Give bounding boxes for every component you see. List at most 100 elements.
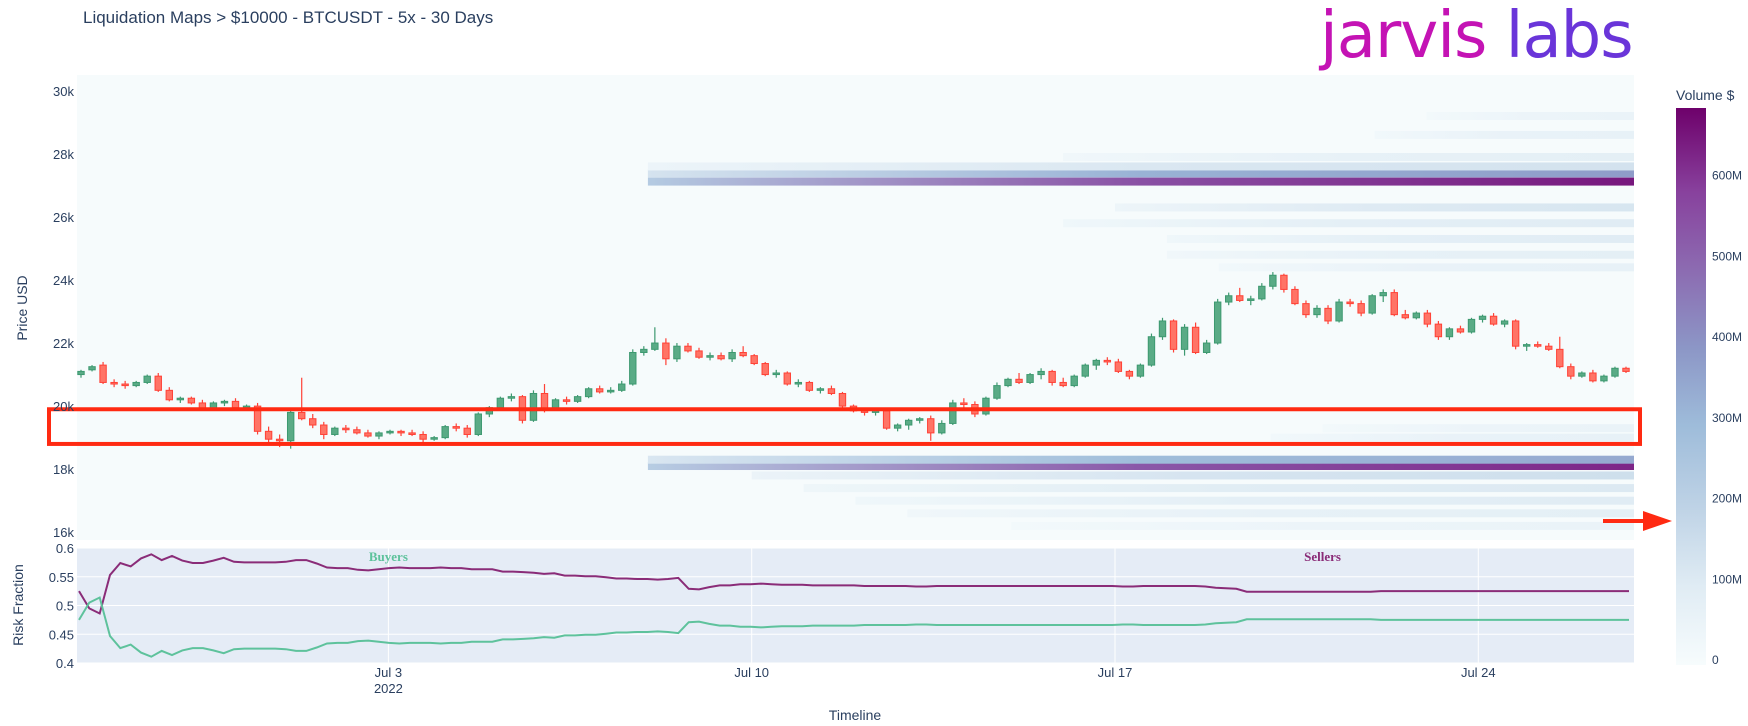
jarvis-labs-logo: jarvis labs <box>1320 0 1634 72</box>
candlestick <box>1269 272 1277 290</box>
candle-body <box>1103 359 1112 363</box>
candle-body <box>1191 326 1200 353</box>
candlestick <box>761 361 769 377</box>
liquidation-band <box>1063 219 1634 228</box>
candlestick <box>629 349 637 386</box>
candlestick <box>684 343 692 353</box>
candlestick <box>1324 305 1332 325</box>
price-axis: 16k 18k 20k 22k 24k 26k 28k 30k <box>53 84 74 540</box>
price-tick-label: 22k <box>53 336 74 351</box>
candlestick <box>419 431 427 444</box>
price-axis-title: Price USD <box>14 275 30 340</box>
candlestick <box>695 347 703 359</box>
candle-body <box>1346 301 1354 305</box>
candle-body <box>573 396 582 402</box>
candlestick <box>364 429 372 438</box>
candle-body <box>916 418 924 421</box>
candle-body <box>805 381 814 391</box>
candle-body <box>474 413 482 435</box>
candlestick <box>750 354 758 366</box>
candle-body <box>121 383 129 387</box>
candlestick <box>408 429 416 437</box>
candlestick <box>1136 363 1145 378</box>
price-tick-label: 18k <box>53 462 74 477</box>
candle-body <box>375 432 383 437</box>
liquidation-band <box>751 471 1634 480</box>
candle-body <box>673 345 681 360</box>
candlestick <box>805 380 814 392</box>
candlestick <box>1180 324 1189 356</box>
candlestick <box>463 425 471 438</box>
candlestick <box>1191 322 1200 355</box>
risk-gridlines <box>77 547 1634 664</box>
candlestick <box>1048 369 1056 386</box>
candlestick <box>1258 283 1266 301</box>
candle-body <box>938 422 946 434</box>
candlestick <box>1125 369 1134 380</box>
candle-body <box>893 424 902 429</box>
candlestick <box>1534 341 1542 348</box>
candlestick <box>1357 300 1365 317</box>
time-tick-year: 2022 <box>374 681 403 696</box>
buyers-line <box>78 596 1629 658</box>
sellers-annotation: Sellers <box>1304 549 1341 564</box>
candle-body <box>739 351 747 357</box>
candle-body <box>1280 274 1288 290</box>
candlestick <box>1037 368 1045 380</box>
candle-body <box>706 355 714 358</box>
candle-body <box>507 396 516 399</box>
risk-tick-label: 0.6 <box>56 541 74 556</box>
candlestick <box>1070 374 1078 388</box>
candlestick <box>298 377 306 421</box>
candle-body <box>1357 303 1365 314</box>
candlestick <box>1589 369 1597 383</box>
candle-body <box>1313 307 1321 316</box>
candle-body <box>662 342 670 360</box>
candlestick <box>353 426 361 435</box>
candle-body <box>1567 366 1575 377</box>
candle-body <box>993 385 1001 399</box>
candle-body <box>110 381 118 385</box>
candlestick <box>1059 377 1067 388</box>
price-tick-label: 20k <box>53 399 74 414</box>
candle-body <box>618 383 626 391</box>
red-arrow-head <box>1643 511 1672 531</box>
candle-body <box>99 364 107 383</box>
candlestick <box>1368 294 1376 315</box>
candlestick <box>99 361 107 385</box>
candle-body <box>1324 307 1332 322</box>
candle-body <box>143 375 151 383</box>
price-tick-label: 16k <box>53 525 74 540</box>
candle-body <box>275 438 284 442</box>
candle-body <box>309 418 317 426</box>
candle-body <box>1180 326 1189 350</box>
candlestick <box>1622 366 1630 373</box>
candle-body <box>584 388 593 398</box>
candlestick <box>1456 325 1465 334</box>
risk-tick-label: 0.45 <box>49 627 74 642</box>
candlestick <box>264 426 273 444</box>
candle-body <box>353 429 361 434</box>
candle-body <box>1600 375 1608 382</box>
candle-body <box>827 388 836 394</box>
candle-body <box>1269 274 1277 287</box>
candle-body <box>728 351 736 360</box>
candlestick <box>286 407 295 449</box>
candle-body <box>1390 292 1398 316</box>
candlestick <box>783 371 791 386</box>
candlestick <box>1434 320 1443 340</box>
candle-body <box>342 427 350 431</box>
colorbar-tick-label: 400M <box>1712 330 1742 344</box>
candle-body <box>1004 378 1012 387</box>
candlestick <box>529 390 538 422</box>
candlestick <box>584 387 593 399</box>
candlestick <box>1081 363 1089 378</box>
candle-body <box>77 370 85 376</box>
candlestick <box>1302 300 1310 318</box>
candlestick <box>430 436 438 441</box>
candle-body <box>904 419 913 426</box>
liquidation-band <box>1166 250 1634 259</box>
candle-body <box>529 392 538 421</box>
colorbar-tick-label: 200M <box>1712 492 1742 506</box>
